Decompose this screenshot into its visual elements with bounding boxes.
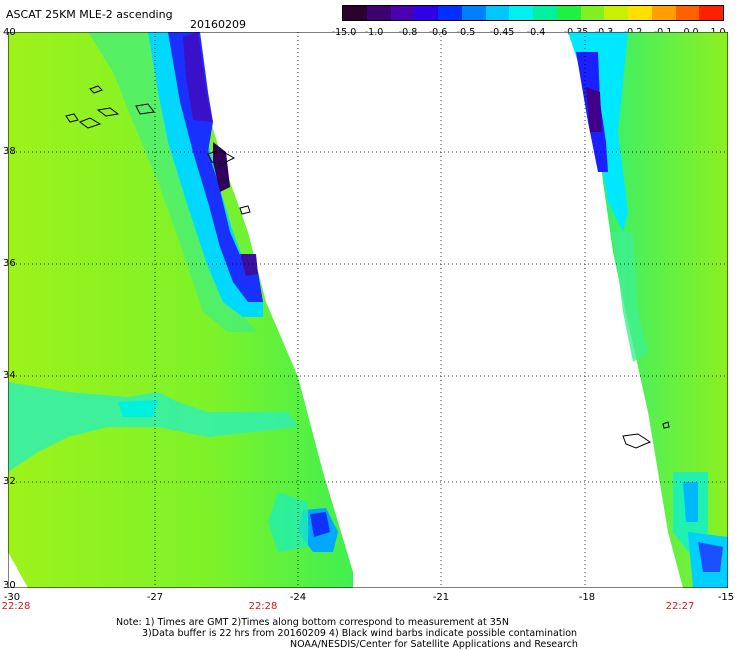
colorbar [342,5,724,21]
latitude-label: 30 [3,580,16,591]
pass-time-label: 22:27 [665,601,695,612]
longitude-label: -24 [289,592,307,603]
left-swath [8,32,353,588]
left-swath-base [8,32,353,588]
colorbar-segment [343,6,367,20]
colorbar-segment [533,6,557,20]
product-title: ASCAT 25KM MLE-2 ascending [6,8,173,21]
wind-band-core [118,400,158,417]
colorbar-segment [414,6,438,20]
colorbar-segment [628,6,652,20]
coastlines [65,85,670,449]
graticule [8,32,728,588]
latitude-label: 36 [3,258,16,269]
colorbar-segment [509,6,533,20]
strong-wind-core [213,142,230,192]
wind-patch [683,482,698,522]
longitude-label: -15 [717,592,735,603]
latitude-label: 32 [3,476,16,487]
island-outline [135,103,155,115]
island-outline [622,433,652,449]
colorbar-segment [366,6,391,20]
longitude-label: -30 [3,592,21,603]
longitude-label: -18 [578,592,596,603]
colorbar-segment [438,6,462,20]
colorbar-segment [651,6,676,20]
colorbar-segment [556,6,581,20]
footnote-line: 3)Data buffer is 22 hrs from 20160209 4)… [142,628,578,639]
footnote-line: Note: 1) Times are GMT 2)Times along bot… [116,617,509,628]
longitude-label: -21 [432,592,450,603]
colorbar-segment [675,6,700,20]
colorbar-segment [604,6,628,20]
latitude-label: 40 [3,27,16,38]
pass-time-label: 22:28 [1,601,31,612]
wind-patch-core [698,542,723,572]
island-outline [662,421,670,429]
colorbar-segment [580,6,605,20]
wind-patch-core [310,512,330,537]
scatterometer-map [8,32,728,588]
right-swath [568,32,728,588]
colorbar-segment [485,6,510,20]
island-outline [89,85,103,94]
latitude-label: 38 [3,146,16,157]
wind-band [613,232,648,362]
island-outline [65,113,79,123]
pass-time-label: 22:28 [248,601,278,612]
colorbar-segment [461,6,486,20]
wind-band [8,382,298,472]
island-outline [207,149,236,165]
latitude-label: 34 [3,370,16,381]
colorbar-segment [699,6,723,20]
strong-wind-core [586,87,602,132]
island-outline [239,205,251,215]
strong-wind-core [240,254,258,276]
strong-wind-core [183,32,213,122]
island-outline [78,117,102,129]
colorbar-segment [390,6,415,20]
island-outline [96,107,120,117]
product-date: 20160209 [190,18,246,31]
longitude-label: -27 [146,592,164,603]
footnote-line: NOAA/NESDIS/Center for Satellite Applica… [290,639,578,650]
